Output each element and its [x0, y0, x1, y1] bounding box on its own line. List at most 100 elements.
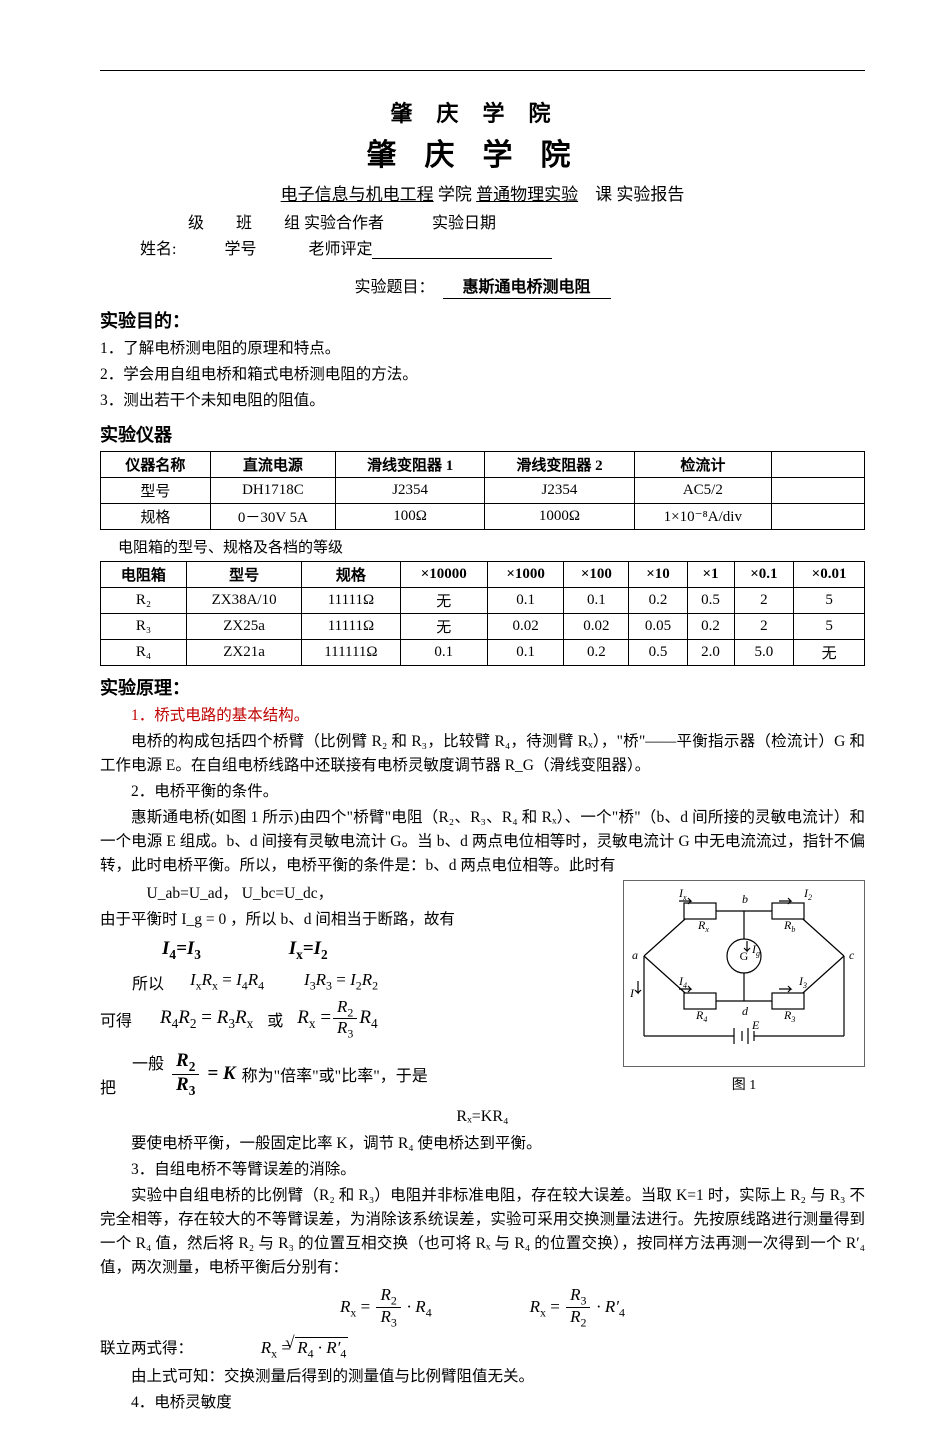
experiment-title-line: 实验题目： 惠斯通电桥测电阻	[100, 273, 865, 297]
course-name: 普通物理实验	[476, 185, 578, 204]
combine-lead: 联立两式得：	[100, 1340, 193, 1357]
combine-line: 联立两式得： Rx = R4 · R′4 √	[100, 1335, 865, 1363]
th: 直流电源	[210, 452, 335, 478]
td: 11111Ω	[302, 614, 400, 640]
eq-k-row: 一般把 R2R3 = K 称为"倍率"或"比率"，于是	[100, 1050, 613, 1098]
principle-p2: 惠斯通电桥(如图 1 所示)由四个"桥臂"电阻（R₂、R₃、R₄ 和 Rₓ）、一…	[100, 806, 865, 878]
td: 0.5	[687, 588, 734, 614]
eq-rx-kr4: Rₓ=KR₄	[100, 1108, 865, 1126]
td: R₃	[101, 614, 187, 640]
td: ZX21a	[186, 640, 301, 666]
svg-text:E: E	[751, 1018, 760, 1032]
svg-text:d: d	[742, 1004, 749, 1018]
td: 0.02	[487, 614, 563, 640]
th: ×1	[687, 562, 734, 588]
th: ×10000	[400, 562, 487, 588]
td: DH1718C	[210, 478, 335, 504]
purpose-item-1: 1．了解电桥测电阻的原理和特点。	[100, 337, 865, 361]
th: ×10	[629, 562, 687, 588]
instruments-heading: 实验仪器	[100, 421, 865, 447]
td	[772, 504, 865, 530]
can-label: 可得	[100, 1007, 160, 1031]
td: 型号	[101, 478, 211, 504]
exp-title-value: 惠斯通电桥测电阻	[443, 279, 611, 299]
table-row: 规格 0－30V 5A 100Ω 1000Ω 1×10⁻⁸A/div	[101, 504, 865, 530]
svg-text:I4: I4	[678, 974, 687, 990]
principle-p4: 要使电桥平衡，一般固定比率 K，调节 R₄ 使电桥达到平衡。	[100, 1132, 865, 1156]
table-row: R₂ ZX38A/10 11111Ω 无 0.1 0.1 0.2 0.5 2 5	[101, 588, 865, 614]
circuit-svg: G Rx Rb R4 R3 Ix I2 I4 I3 Ig a b c d E I	[623, 880, 865, 1067]
k-lead: 一般把	[100, 1050, 170, 1098]
svg-text:b: b	[742, 892, 748, 906]
dept-suffix: 学院	[434, 185, 477, 204]
th: ×1000	[487, 562, 563, 588]
td: 无	[400, 614, 487, 640]
th: 滑线变阻器 2	[485, 452, 634, 478]
eq-currents: I4=I3 Ix=I2	[100, 934, 613, 965]
so-label: 所以	[100, 970, 190, 994]
td: 无	[794, 640, 865, 666]
th: 检流计	[634, 452, 771, 478]
table-row: R₄ ZX21a 111111Ω 0.1 0.1 0.2 0.5 2.0 5.0…	[101, 640, 865, 666]
td: 0.2	[687, 614, 734, 640]
td: 2.0	[687, 640, 734, 666]
eq-can-row: 可得 R4R2 = R3Rx 或 Rx = R2R3 R4	[100, 998, 613, 1041]
td: 5	[794, 588, 865, 614]
td: J2354	[485, 478, 634, 504]
th: 型号	[186, 562, 301, 588]
th: ×100	[564, 562, 629, 588]
td: 0.2	[629, 588, 687, 614]
eq-swap-pair: Rx = R2R3 · R4 Rx = R3R2 · R′4	[100, 1286, 865, 1329]
k-suffix: 称为"倍率"或"比率"，于是	[242, 1062, 428, 1086]
instruments-table: 仪器名称 直流电源 滑线变阻器 1 滑线变阻器 2 检流计 型号 DH1718C…	[100, 451, 865, 530]
name-id-label: 姓名: 学号 老师评定	[140, 241, 372, 258]
table-row: 电阻箱 型号 规格 ×10000 ×1000 ×100 ×10 ×1 ×0.1 …	[101, 562, 865, 588]
principle-p6: 由上式可知：交换测量后得到的测量值与比例臂阻值无关。	[100, 1365, 865, 1389]
department-name: 电子信息与机电工程	[281, 185, 434, 204]
td: ZX38A/10	[186, 588, 301, 614]
purpose-item-3: 3．测出若干个未知电阻的阻值。	[100, 389, 865, 413]
course-suffix: 课 实验报告	[578, 185, 684, 204]
td: 0.1	[400, 640, 487, 666]
svg-text:R3: R3	[783, 1008, 795, 1024]
td: 0.05	[629, 614, 687, 640]
eq-so-row: 所以 IxRx = I4R4 I3R3 = I2R2	[100, 970, 613, 994]
td: 0.2	[564, 640, 629, 666]
svg-text:a: a	[632, 948, 638, 962]
svg-text:R4: R4	[695, 1008, 707, 1024]
figure-caption: 图 1	[623, 1074, 865, 1094]
td: 1×10⁻⁸A/div	[634, 504, 771, 530]
purpose-item-2: 2．学会用自组电桥和箱式电桥测电阻的方法。	[100, 363, 865, 387]
circuit-figure-row: U_ab=U_ad， U_bc=U_dc， 由于平衡时 I_g = 0 ，所以 …	[100, 880, 865, 1102]
td: 0.1	[564, 588, 629, 614]
principle-heading: 实验原理：	[100, 674, 865, 700]
purpose-heading: 实验目的：	[100, 307, 865, 333]
teacher-signature-blank	[372, 242, 552, 259]
svg-text:Ig: Ig	[751, 942, 760, 958]
th: 电阻箱	[101, 562, 187, 588]
info-line-2: 姓名: 学号 老师评定	[140, 235, 865, 259]
td: 11111Ω	[302, 588, 400, 614]
td: 无	[400, 588, 487, 614]
info-line-1: 级 班 组 实验合作者 实验日期	[140, 209, 865, 233]
svg-text:c: c	[849, 948, 855, 962]
td: 规格	[101, 504, 211, 530]
td: 100Ω	[335, 504, 484, 530]
principle-sub1: 1．桥式电路的基本结构。	[100, 704, 865, 728]
th: 滑线变阻器 1	[335, 452, 484, 478]
circuit-figure: G Rx Rb R4 R3 Ix I2 I4 I3 Ig a b c d E I	[623, 880, 865, 1094]
principle-p5: 实验中自组电桥的比例臂（R₂ 和 R₃）电阻并非标准电阻，存在较大误差。当取 K…	[100, 1184, 865, 1280]
svg-text:G: G	[740, 949, 749, 963]
td: R₄	[101, 640, 187, 666]
exp-label: 实验题目：	[354, 279, 434, 296]
svg-text:I: I	[629, 986, 635, 1000]
principle-sub4: 4．电桥灵敏度	[100, 1391, 865, 1415]
td: AC5/2	[634, 478, 771, 504]
university-small: 肇庆学院	[100, 96, 865, 128]
td	[772, 478, 865, 504]
td: 111111Ω	[302, 640, 400, 666]
td: 1000Ω	[485, 504, 634, 530]
principle-sub2: 2．电桥平衡的条件。	[100, 780, 865, 804]
principle-sub3: 3．自组电桥不等臂误差的消除。	[100, 1158, 865, 1182]
circuit-left-text: U_ab=U_ad， U_bc=U_dc， 由于平衡时 I_g = 0 ，所以 …	[100, 880, 613, 1102]
